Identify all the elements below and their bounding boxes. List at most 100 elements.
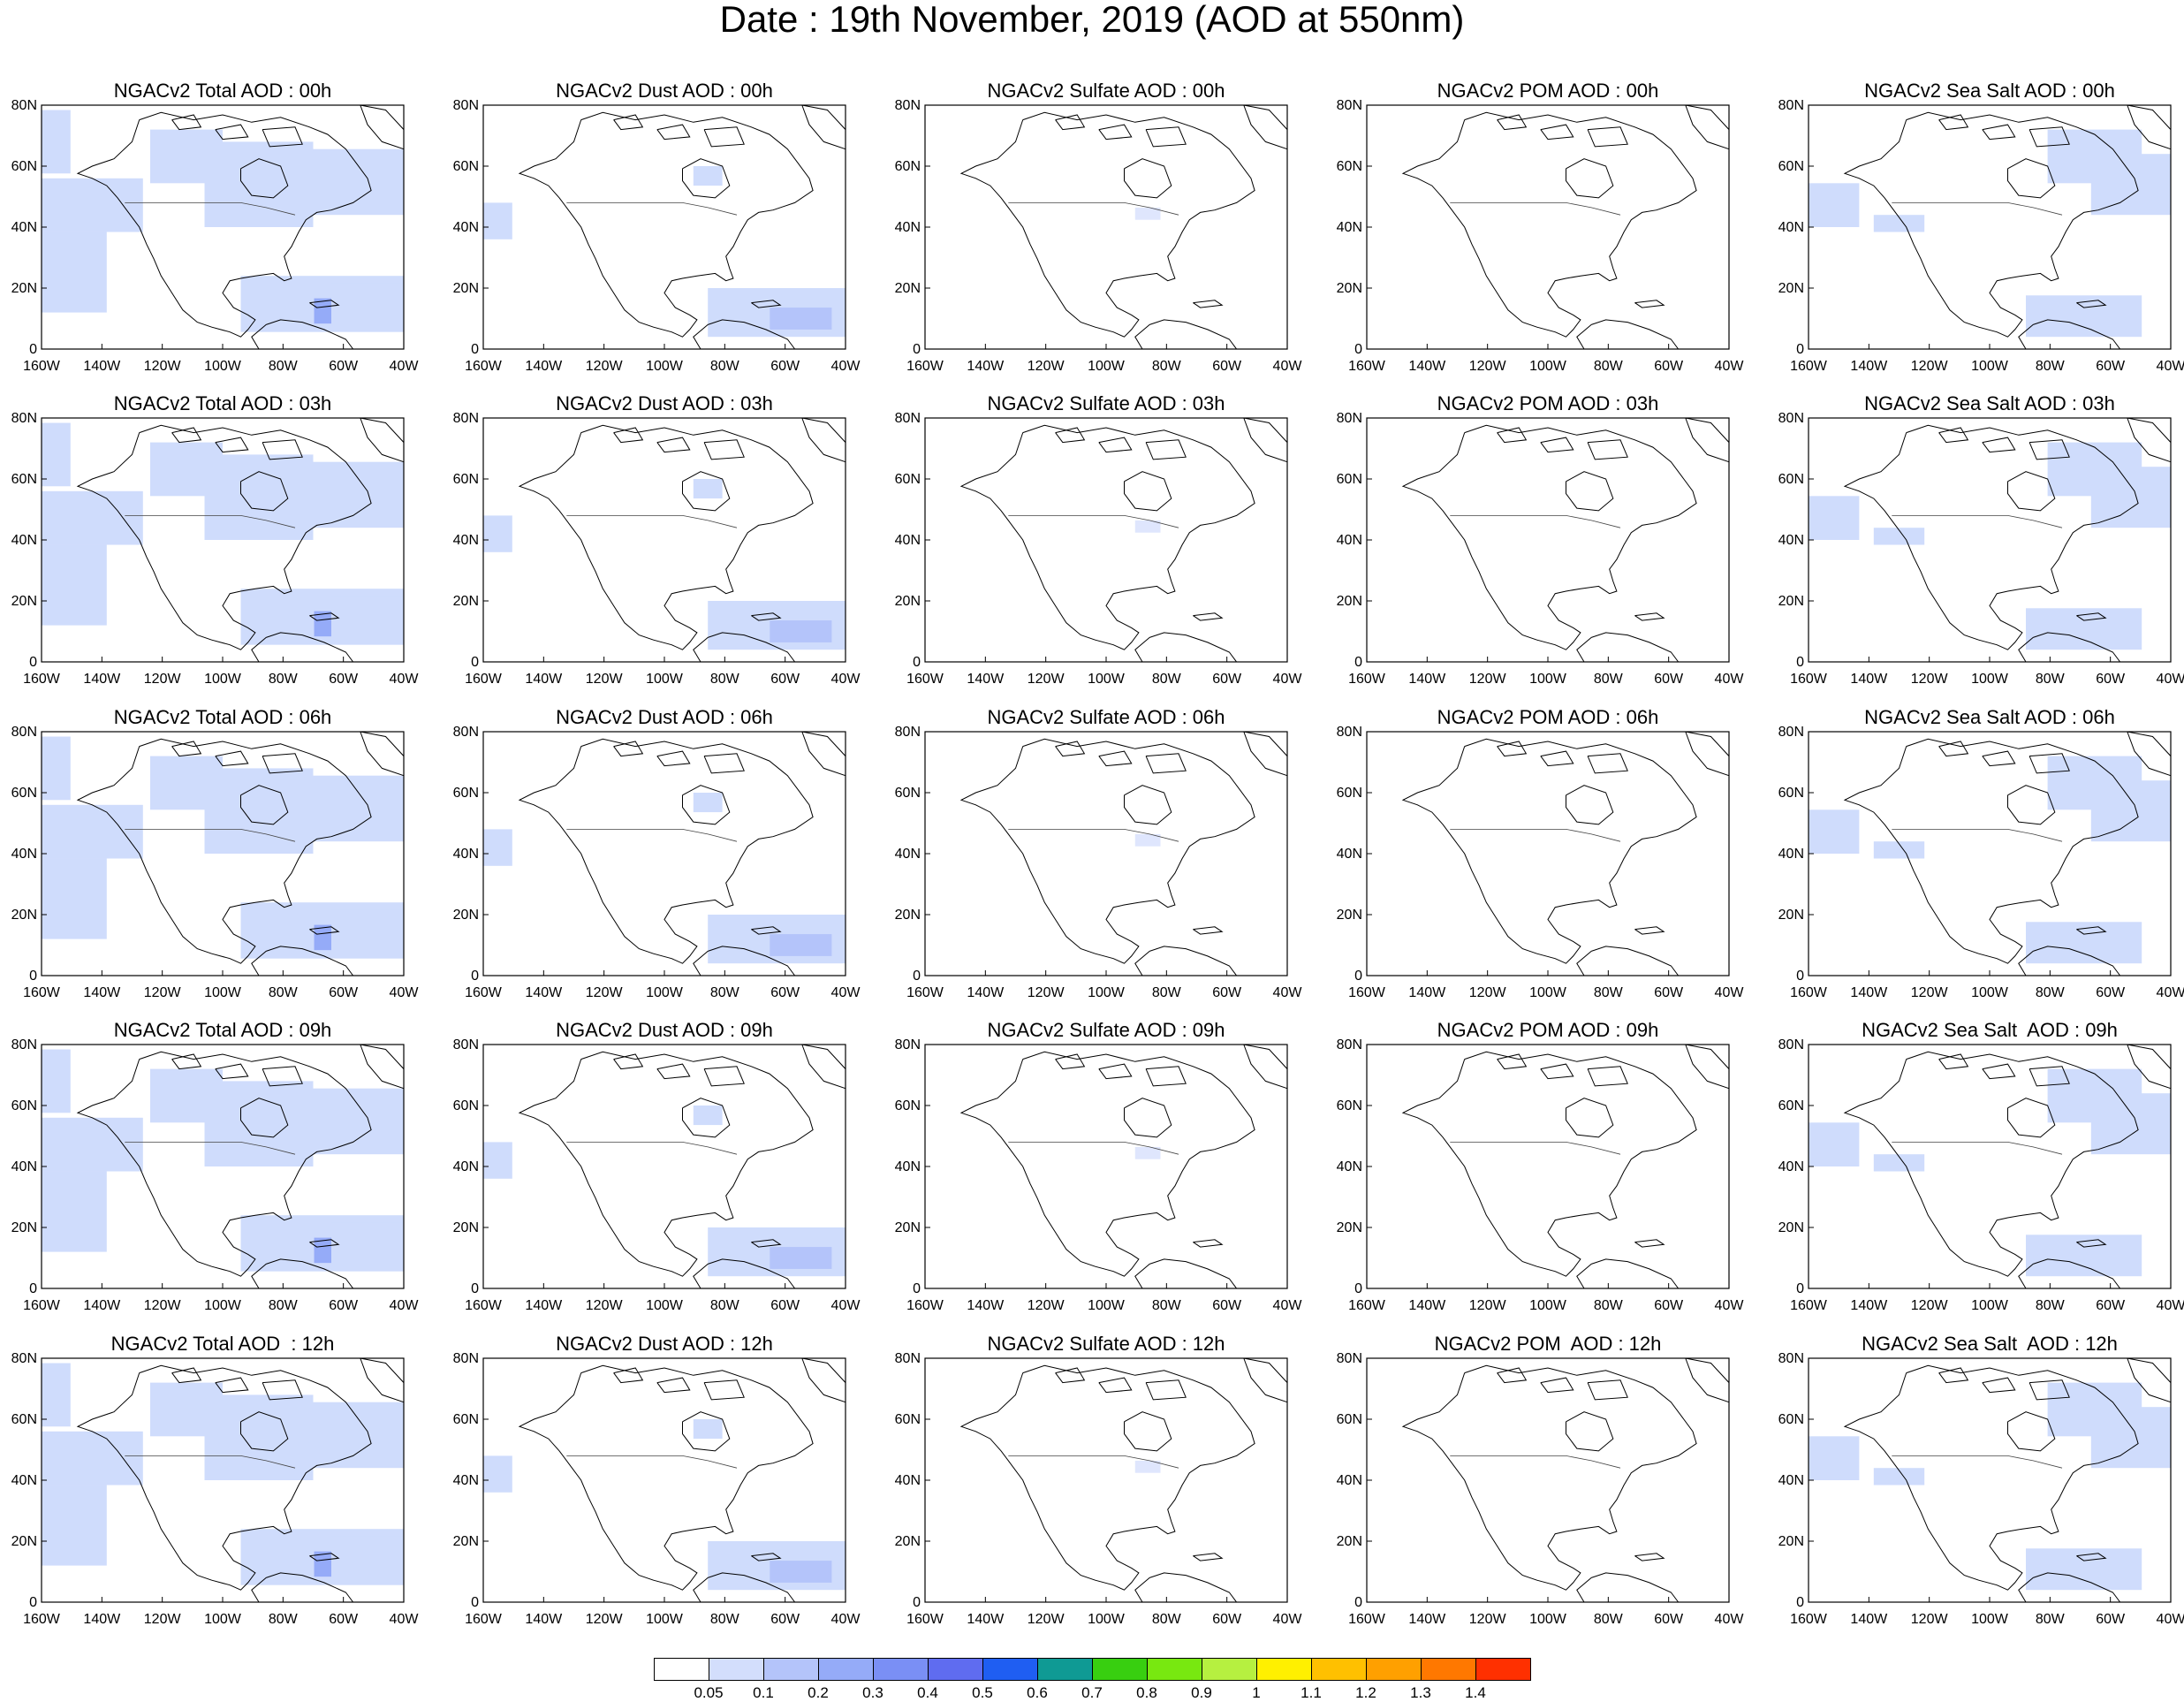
map-area: 0 20N 40N 60N 80N 160W 140W 120W 100W 80W 60W 40W: [895, 411, 1303, 687]
aod-shading: [295, 1088, 404, 1155]
coastline: [240, 1411, 289, 1452]
coastline: [1540, 437, 1574, 453]
coastline: [1145, 439, 1187, 460]
lon-tick-label: 120W: [1911, 1298, 1949, 1313]
map-background: [925, 105, 1287, 349]
lon-tick-label: 40W: [1715, 1298, 1745, 1313]
coastline: [1098, 1377, 1133, 1394]
coastline: [693, 946, 796, 976]
national-border: [566, 1142, 738, 1155]
coastline: [1193, 612, 1224, 621]
lon-tick-label: 40W: [390, 1612, 420, 1627]
lon-tick-label: 140W: [83, 1298, 121, 1313]
coastline: [1587, 1066, 1628, 1087]
lon-tick-label: 160W: [1790, 672, 1828, 687]
coastline: [1587, 1379, 1628, 1401]
map-area: 0 20N 40N 60N 80N 160W 140W 120W 100W 80W 60W 40W: [1337, 98, 1745, 374]
lon-tick-label: 100W: [646, 672, 684, 687]
lat-tick-label: 20N: [1337, 1534, 1362, 1549]
lat-tick-label: 40N: [11, 220, 37, 235]
aod-shading: [1873, 528, 1925, 545]
coastline: [1193, 926, 1224, 935]
lat-tick-label: 20N: [11, 281, 37, 296]
lat-tick-label: 40N: [11, 533, 37, 548]
lat-tick-label: 0: [913, 969, 921, 984]
coastline: [693, 319, 796, 350]
lon-tick-label: 60W: [770, 672, 800, 687]
colorbar-swatch: [818, 1658, 874, 1681]
lon-tick-label: 120W: [1469, 359, 1507, 374]
national-border: [1450, 829, 1621, 842]
lon-tick-label: 120W: [144, 672, 182, 687]
lon-tick-label: 80W: [1594, 1298, 1624, 1313]
coastline: [1145, 1379, 1187, 1401]
lon-tick-label: 60W: [770, 1612, 800, 1627]
lon-tick-label: 100W: [1088, 1298, 1126, 1313]
colorbar-swatch: [709, 1658, 764, 1681]
panel-title: NGACv2 Dust AOD : 09h: [556, 1019, 773, 1041]
lat-tick-label: 40N: [895, 220, 921, 235]
lat-tick-label: 0: [471, 969, 479, 984]
coastline: [240, 1098, 289, 1138]
lat-tick-label: 60N: [895, 159, 921, 174]
aod-shading: [693, 479, 723, 499]
aod-shading: [1134, 833, 1161, 847]
lon-tick-label: 40W: [1715, 1612, 1745, 1627]
lon-tick-label: 60W: [1212, 1298, 1242, 1313]
aod-shading: [295, 1402, 404, 1469]
lon-tick-label: 60W: [329, 672, 359, 687]
aod-shading: [42, 490, 143, 545]
coastline: [1497, 114, 1528, 131]
aod-shading: [2090, 1093, 2171, 1155]
national-border: [1450, 1142, 1621, 1155]
lon-tick-label: 60W: [329, 1298, 359, 1313]
national-border: [1892, 515, 2063, 528]
lon-tick-label: 40W: [390, 672, 420, 687]
map-area: 0 20N 40N 60N 80N 160W 140W 120W 100W 80W 60W 40W: [11, 725, 420, 1000]
lon-tick-label: 120W: [586, 1612, 624, 1627]
lon-tick-label: 100W: [1971, 985, 2009, 1000]
coastline: [703, 1379, 745, 1401]
colorbar-label: 0.2: [808, 1684, 829, 1701]
lon-tick-label: 140W: [967, 359, 1005, 374]
aod-shading: [42, 736, 71, 801]
lat-tick-label: 0: [29, 969, 37, 984]
lat-tick-label: 0: [1796, 1281, 1804, 1296]
aod-shading: [42, 1485, 107, 1566]
coastline: [613, 1053, 644, 1070]
map-area: 0 20N 40N 60N 80N 160W 140W 120W 100W 80W 60W 40W: [11, 1351, 420, 1627]
lat-tick-label: 60N: [1778, 1412, 1804, 1427]
lon-tick-label: 140W: [83, 672, 121, 687]
map-area: 0 20N 40N 60N 80N 160W 140W 120W 100W 80W 60W 40W: [11, 98, 420, 374]
colorbar-swatch: [982, 1658, 1038, 1681]
lon-tick-label: 40W: [2157, 359, 2184, 374]
coastline: [1982, 124, 2016, 141]
lat-tick-label: 80N: [453, 411, 479, 426]
coastline: [703, 126, 745, 148]
coastline: [2076, 612, 2107, 621]
lon-tick-label: 120W: [586, 985, 624, 1000]
coastline: [959, 738, 1255, 964]
coastline: [1401, 738, 1697, 964]
lon-tick-label: 80W: [2036, 359, 2066, 374]
lon-tick-label: 140W: [83, 985, 121, 1000]
lon-tick-label: 140W: [967, 1298, 1005, 1313]
aod-shading: [42, 1117, 143, 1172]
colorbar-swatch: [928, 1658, 983, 1681]
panel-title: NGACv2 Sulfate AOD : 12h: [987, 1333, 1225, 1355]
lon-tick-label: 40W: [1715, 985, 1745, 1000]
panel-title: NGACv2 Total AOD : 03h: [113, 392, 332, 414]
lat-tick-label: 0: [1354, 655, 1362, 670]
lat-tick-label: 80N: [453, 1351, 479, 1366]
national-border: [566, 829, 738, 842]
map-area: 0 20N 40N 60N 80N 160W 140W 120W 100W 80W 60W 40W: [453, 725, 861, 1000]
lon-tick-label: 160W: [1348, 1298, 1386, 1313]
coastline: [656, 1377, 691, 1394]
lat-tick-label: 0: [1354, 969, 1362, 984]
lat-tick-label: 40N: [11, 847, 37, 862]
aod-shading: [1134, 207, 1161, 220]
aod-shading: [693, 1106, 723, 1126]
aod-shading: [331, 909, 404, 952]
panel-title: NGACv2 Sea Salt AOD : 12h: [1862, 1333, 2118, 1355]
lat-tick-label: 0: [1354, 1595, 1362, 1610]
